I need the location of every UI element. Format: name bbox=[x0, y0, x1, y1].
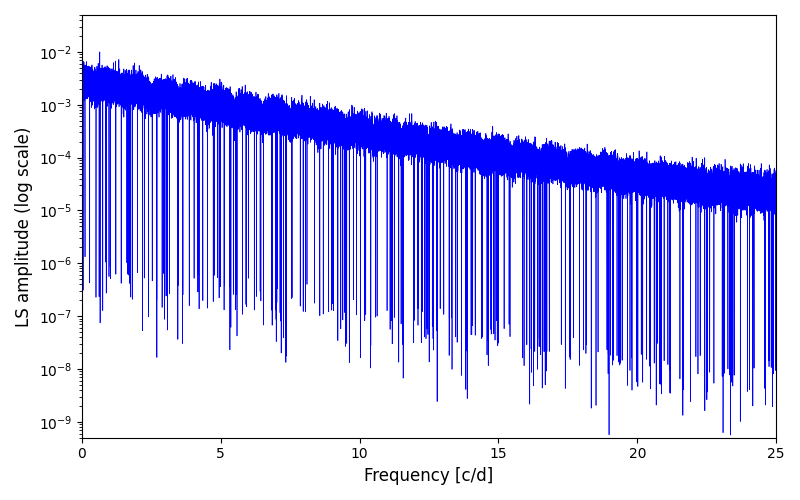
X-axis label: Frequency [c/d]: Frequency [c/d] bbox=[364, 467, 494, 485]
Y-axis label: LS amplitude (log scale): LS amplitude (log scale) bbox=[15, 126, 33, 326]
